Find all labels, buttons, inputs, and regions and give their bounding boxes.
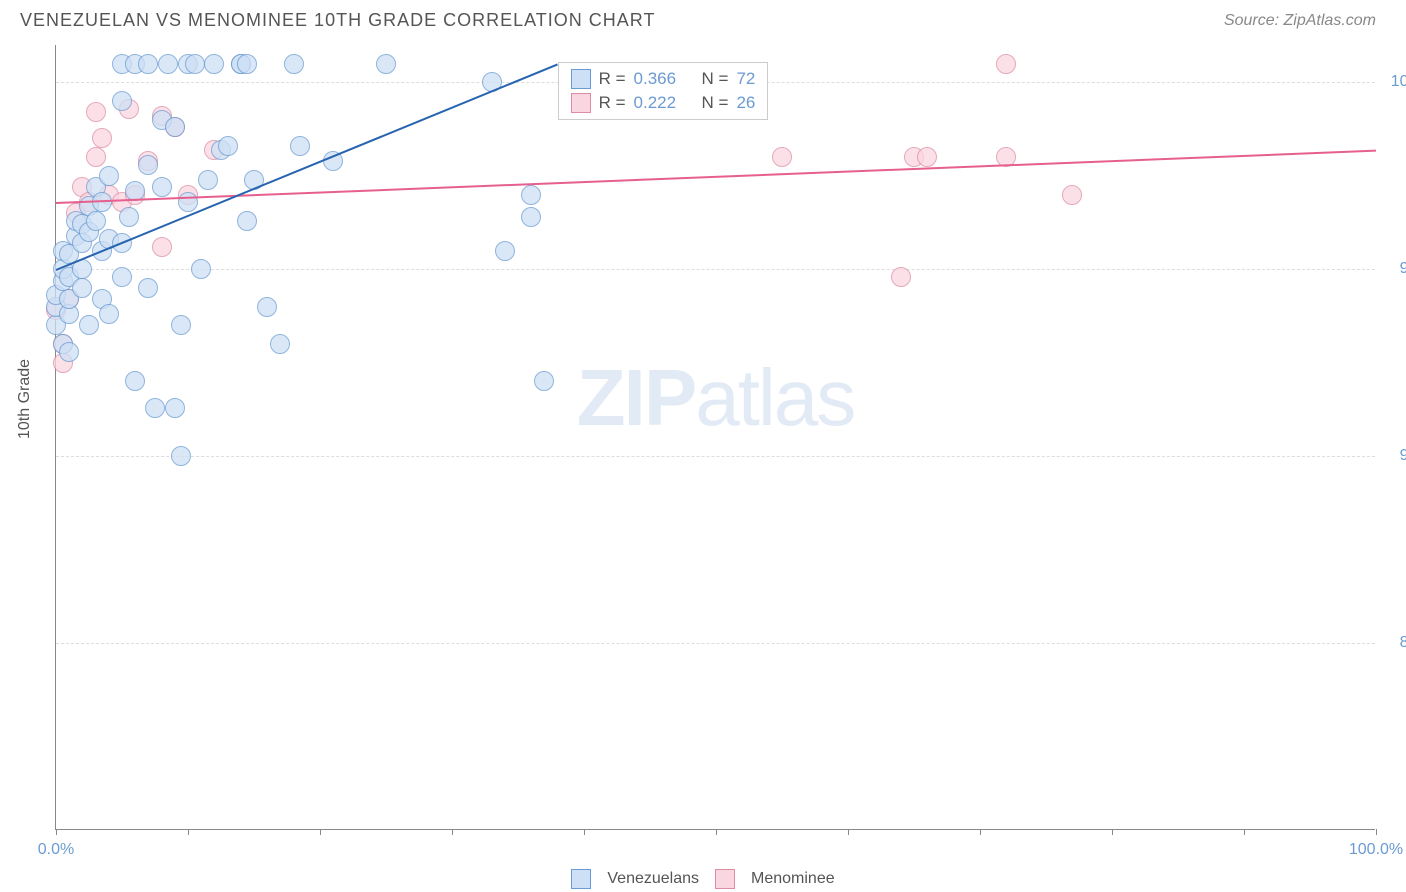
- scatter-point-menominee: [917, 147, 937, 167]
- legend-correlation-box: R =0.366 N =72R =0.222 N =26: [558, 62, 769, 120]
- scatter-point-venezuelan: [79, 315, 99, 335]
- scatter-point-venezuelan: [138, 54, 158, 74]
- scatter-point-venezuelan: [158, 54, 178, 74]
- legend-swatch: [571, 93, 591, 113]
- scatter-point-venezuelan: [99, 304, 119, 324]
- scatter-point-menominee: [772, 147, 792, 167]
- scatter-point-venezuelan: [125, 371, 145, 391]
- x-tick: [584, 829, 585, 835]
- scatter-point-venezuelan: [284, 54, 304, 74]
- gridline-horizontal: [56, 269, 1375, 270]
- scatter-point-venezuelan: [171, 315, 191, 335]
- scatter-point-venezuelan: [237, 211, 257, 231]
- scatter-point-venezuelan: [112, 91, 132, 111]
- legend-label: Venezuelans: [607, 870, 699, 887]
- scatter-point-venezuelan: [376, 54, 396, 74]
- scatter-point-venezuelan: [152, 177, 172, 197]
- scatter-point-menominee: [152, 237, 172, 257]
- scatter-point-menominee: [891, 267, 911, 287]
- scatter-point-venezuelan: [237, 54, 257, 74]
- scatter-point-menominee: [1062, 185, 1082, 205]
- scatter-point-venezuelan: [72, 278, 92, 298]
- scatter-point-venezuelan: [257, 297, 277, 317]
- y-axis-label: 10th Grade: [16, 359, 34, 439]
- scatter-point-venezuelan: [185, 54, 205, 74]
- legend-label: Menominee: [751, 870, 835, 887]
- scatter-point-venezuelan: [290, 136, 310, 156]
- x-tick: [188, 829, 189, 835]
- legend-bottom: Venezuelans Menominee: [0, 869, 1406, 889]
- scatter-point-menominee: [86, 147, 106, 167]
- legend-swatch: [571, 869, 591, 889]
- scatter-point-venezuelan: [99, 166, 119, 186]
- x-tick: [320, 829, 321, 835]
- x-tick: [56, 829, 57, 835]
- scatter-point-venezuelan: [178, 192, 198, 212]
- scatter-point-venezuelan: [534, 371, 554, 391]
- x-tick: [716, 829, 717, 835]
- scatter-point-venezuelan: [171, 446, 191, 466]
- watermark: ZIPatlas: [577, 352, 854, 444]
- scatter-point-venezuelan: [86, 211, 106, 231]
- scatter-point-venezuelan: [119, 207, 139, 227]
- scatter-point-venezuelan: [138, 155, 158, 175]
- gridline-horizontal: [56, 643, 1375, 644]
- y-tick-label: 85.0%: [1385, 634, 1406, 652]
- source-attribution: Source: ZipAtlas.com: [1224, 12, 1376, 30]
- x-tick-label-start: 0.0%: [38, 841, 74, 859]
- scatter-point-venezuelan: [112, 267, 132, 287]
- scatter-point-venezuelan: [165, 398, 185, 418]
- gridline-horizontal: [56, 456, 1375, 457]
- scatter-point-venezuelan: [521, 207, 541, 227]
- x-tick: [1112, 829, 1113, 835]
- scatter-point-menominee: [92, 128, 112, 148]
- x-tick: [980, 829, 981, 835]
- scatter-point-venezuelan: [59, 342, 79, 362]
- scatter-point-venezuelan: [204, 54, 224, 74]
- scatter-point-menominee: [996, 54, 1016, 74]
- x-tick: [1376, 829, 1377, 835]
- scatter-point-venezuelan: [218, 136, 238, 156]
- x-tick: [452, 829, 453, 835]
- trendline-venezuelan: [56, 64, 558, 271]
- x-tick: [848, 829, 849, 835]
- scatter-point-venezuelan: [198, 170, 218, 190]
- scatter-point-venezuelan: [521, 185, 541, 205]
- y-tick-label: 90.0%: [1385, 447, 1406, 465]
- scatter-point-venezuelan: [165, 117, 185, 137]
- scatter-point-venezuelan: [191, 259, 211, 279]
- y-tick-label: 100.0%: [1385, 73, 1406, 91]
- scatter-point-menominee: [86, 102, 106, 122]
- chart-plot-area: ZIPatlas 85.0%90.0%95.0%100.0%0.0%100.0%…: [55, 45, 1375, 830]
- x-tick-label-end: 100.0%: [1349, 841, 1403, 859]
- scatter-point-venezuelan: [270, 334, 290, 354]
- y-tick-label: 95.0%: [1385, 260, 1406, 278]
- scatter-point-venezuelan: [495, 241, 515, 261]
- legend-swatch: [571, 69, 591, 89]
- scatter-point-venezuelan: [145, 398, 165, 418]
- legend-swatch: [715, 869, 735, 889]
- x-tick: [1244, 829, 1245, 835]
- scatter-point-venezuelan: [138, 278, 158, 298]
- chart-title: VENEZUELAN VS MENOMINEE 10TH GRADE CORRE…: [20, 10, 655, 31]
